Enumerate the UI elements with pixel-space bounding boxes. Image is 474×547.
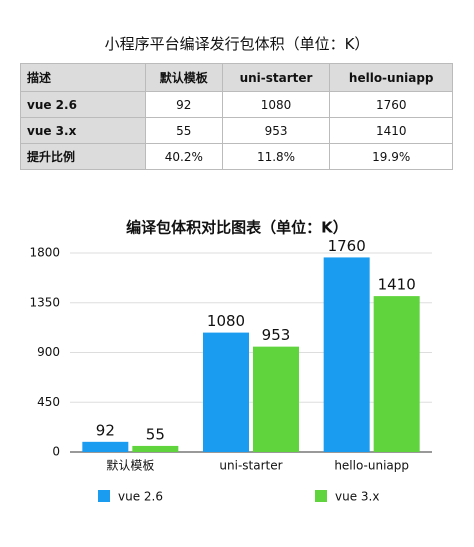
table-cell: 19.9% <box>329 143 453 170</box>
table-cell: 11.8% <box>221 143 331 170</box>
table-cell: 40.2% <box>145 143 223 170</box>
table-title: 小程序平台编译发行包体积（单位：K） <box>104 35 370 53</box>
table-row: vue 2.6 92 1080 1760 <box>20 91 453 118</box>
data-label: 55 <box>146 425 165 443</box>
y-tick-label: 450 <box>37 395 60 409</box>
table-cell: vue 3.x <box>20 117 146 144</box>
table-cell: 提升比例 <box>20 143 146 170</box>
legend-swatch <box>315 490 327 502</box>
data-label: 1410 <box>378 276 416 294</box>
header-cell: uni-starter <box>221 63 331 92</box>
bar <box>82 441 129 452</box>
y-tick-label: 900 <box>37 345 60 359</box>
legend-swatch <box>98 490 110 502</box>
x-tick-label: 默认模板 <box>106 458 154 473</box>
y-tick-label: 0 <box>52 445 60 459</box>
bar <box>253 346 299 452</box>
bar <box>203 332 249 452</box>
y-tick-label: 1350 <box>29 295 60 309</box>
legend-label: vue 2.6 <box>118 490 163 504</box>
data-label: 1760 <box>328 237 366 255</box>
data-label: 1080 <box>207 312 245 330</box>
y-tick-label: 1800 <box>29 246 60 260</box>
x-tick-label: uni-starter <box>219 459 282 473</box>
table-row: 提升比例 40.2% 11.8% 19.9% <box>20 143 453 170</box>
chart-title: 编译包体积对比图表（单位：K） <box>126 219 348 237</box>
header-cell: hello-uniapp <box>329 63 453 92</box>
table-cell: vue 2.6 <box>20 91 146 118</box>
table-cell: 953 <box>221 117 331 144</box>
legend-label: vue 3.x <box>335 490 379 504</box>
bar <box>323 257 370 452</box>
data-label: 92 <box>96 421 115 439</box>
header-cell: 默认模板 <box>145 63 223 92</box>
bar <box>373 296 420 452</box>
data-table: 描述 默认模板 uni-starter hello-uniapp vue 2.6 92 10… <box>20 63 453 170</box>
data-label: 953 <box>262 326 291 344</box>
table-row: 描述 默认模板 uni-starter hello-uniapp <box>20 63 453 92</box>
bar <box>132 445 179 452</box>
x-tick-label: hello-uniapp <box>334 459 409 473</box>
